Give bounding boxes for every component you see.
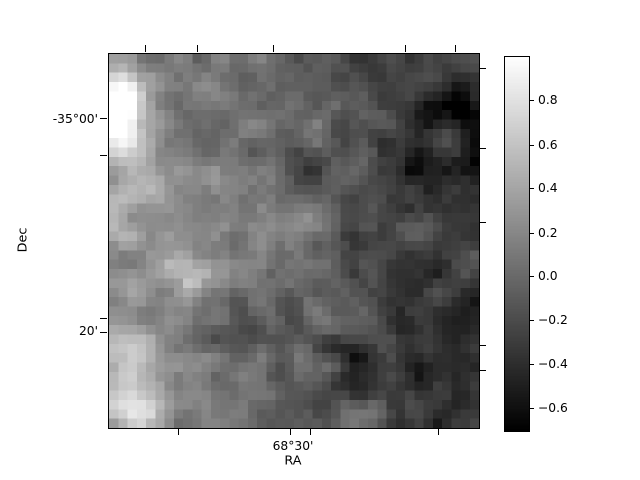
y-axis-ticklabel-0: -35°00' xyxy=(52,111,98,126)
x-axis-tick-2 xyxy=(310,428,312,435)
x-axis-tick-0 xyxy=(178,428,180,435)
colorbar-ticklabel-5: −0.2 xyxy=(538,312,568,327)
colorbar-tick-3 xyxy=(529,233,534,235)
x-axis-tick-top-0 xyxy=(145,45,147,52)
sky-image-axes[interactable] xyxy=(108,53,480,429)
y-axis-tick-right-0 xyxy=(479,68,486,70)
sky-image-heatmap xyxy=(109,54,479,428)
x-axis-tick-top-3 xyxy=(405,45,407,52)
y-axis-tick-0 xyxy=(100,118,107,120)
x-axis-tick-top-1 xyxy=(197,45,199,52)
x-axis-label: RA xyxy=(284,453,302,469)
y-axis-tick-3 xyxy=(100,332,107,334)
x-axis-tick-top-4 xyxy=(455,45,457,52)
y-axis-tick-right-4 xyxy=(479,370,486,372)
y-axis-tick-right-2 xyxy=(479,222,486,224)
colorbar-ticklabel-3: 0.2 xyxy=(538,225,558,240)
colorbar-tick-4 xyxy=(529,276,534,278)
x-axis-ticklabel-0: 68°30' xyxy=(272,439,314,453)
colorbar-tick-5 xyxy=(529,320,534,322)
colorbar-tick-7 xyxy=(529,408,534,410)
x-axis-tick-3 xyxy=(438,428,440,435)
x-axis-tick-1 xyxy=(290,428,292,435)
y-axis-ticklabel-1: 20' xyxy=(78,323,98,338)
colorbar-tick-6 xyxy=(529,364,534,366)
y-axis-label: Dec xyxy=(15,227,31,253)
colorbar-ticklabel-6: −0.4 xyxy=(538,356,568,371)
colorbar-ticklabel-0: 0.8 xyxy=(538,92,558,107)
y-axis-tick-2 xyxy=(100,318,107,320)
y-axis-tick-right-3 xyxy=(479,345,486,347)
colorbar-tick-0 xyxy=(529,100,534,102)
colorbar-ticklabel-2: 0.4 xyxy=(538,180,558,195)
colorbar-ticklabel-4: 0.0 xyxy=(538,268,558,283)
x-axis-tick-top-2 xyxy=(273,45,275,52)
colorbar-ticklabel-1: 0.6 xyxy=(538,137,558,152)
colorbar-gradient xyxy=(505,57,529,431)
colorbar[interactable] xyxy=(504,56,530,432)
colorbar-ticklabel-7: −0.6 xyxy=(538,400,568,415)
colorbar-tick-1 xyxy=(529,145,534,147)
y-axis-tick-1 xyxy=(100,155,107,157)
colorbar-tick-2 xyxy=(529,188,534,190)
y-axis-tick-right-1 xyxy=(479,148,486,150)
